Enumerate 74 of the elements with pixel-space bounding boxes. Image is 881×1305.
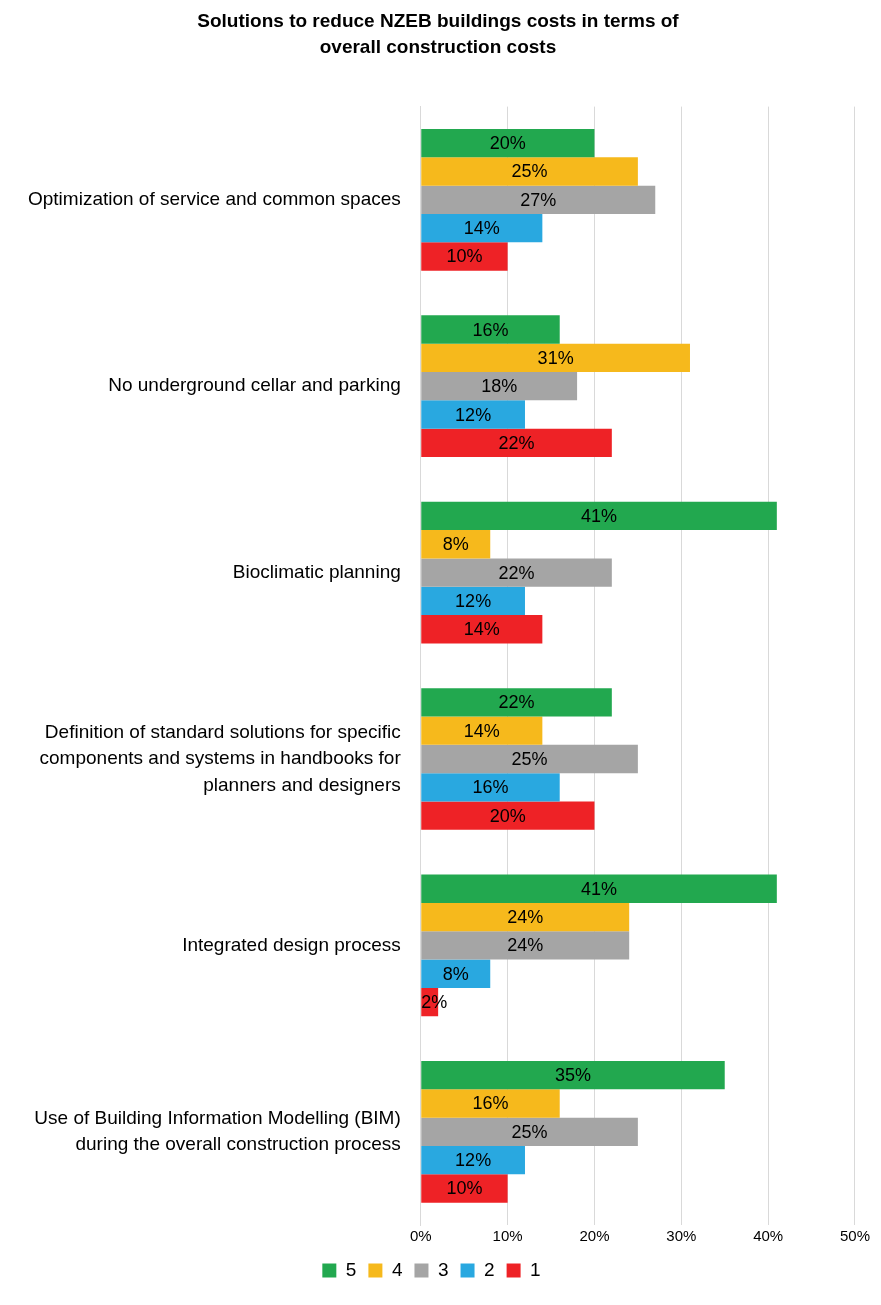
legend-label: 1 bbox=[530, 1258, 541, 1280]
data-label: 20% bbox=[489, 133, 526, 154]
bar bbox=[421, 1145, 525, 1175]
x-tick-label: 10% bbox=[492, 1227, 523, 1245]
bar bbox=[421, 615, 543, 644]
x-tick-label: 40% bbox=[753, 1227, 784, 1245]
bar bbox=[421, 128, 595, 158]
bar bbox=[421, 315, 560, 344]
data-label: 16% bbox=[472, 1093, 509, 1114]
x-tick-label: 0% bbox=[409, 1227, 432, 1245]
data-label: 25% bbox=[511, 161, 548, 182]
y-tick-label: Use of Building Information Modelling (BIM) during the overall construction process bbox=[34, 1106, 401, 1155]
data-label: 24% bbox=[507, 907, 544, 928]
data-label: 41% bbox=[581, 505, 618, 526]
data-label: 20% bbox=[489, 805, 526, 826]
bar bbox=[421, 242, 508, 271]
legend-label: 4 bbox=[391, 1258, 403, 1280]
data-label: 14% bbox=[463, 218, 500, 239]
bar bbox=[421, 1089, 560, 1118]
bar bbox=[421, 213, 543, 243]
x-tick-label: 50% bbox=[839, 1227, 870, 1245]
data-label: 22% bbox=[498, 692, 535, 713]
y-tick-label: No underground cellar and parking bbox=[108, 374, 401, 396]
bar bbox=[421, 558, 612, 587]
bar bbox=[421, 185, 656, 214]
bar bbox=[421, 428, 612, 458]
y-tick-label: Integrated design process bbox=[182, 933, 401, 955]
data-label: 35% bbox=[554, 1065, 592, 1086]
bar bbox=[421, 343, 690, 373]
bar bbox=[421, 688, 612, 717]
data-label: 12% bbox=[455, 404, 492, 425]
data-label: 14% bbox=[463, 619, 500, 640]
data-label: 41% bbox=[581, 878, 618, 899]
bar bbox=[421, 744, 638, 774]
y-tick-label: Definition of standard solutions for specific components and systems in handbooks for planners and designers bbox=[39, 720, 402, 795]
x-tick-label: 30% bbox=[666, 1227, 697, 1245]
chart-title: Solutions to reduce NZEB buildings costs in terms of overall construction costs bbox=[196, 9, 680, 59]
bar bbox=[421, 773, 560, 802]
y-tick-label: Bioclimatic planning bbox=[232, 560, 401, 582]
legend-label: 5 bbox=[345, 1258, 357, 1280]
data-label: 24% bbox=[507, 935, 544, 956]
data-label: 12% bbox=[455, 590, 492, 611]
bar bbox=[421, 372, 578, 401]
data-label: 10% bbox=[446, 1178, 483, 1199]
data-label: 27% bbox=[520, 189, 557, 210]
data-label: 25% bbox=[511, 1121, 548, 1142]
x-tick-label: 20% bbox=[579, 1227, 610, 1245]
bar bbox=[421, 586, 525, 616]
legend-label: 3 bbox=[437, 1258, 449, 1280]
data-label: 14% bbox=[463, 720, 500, 741]
data-label: 16% bbox=[472, 319, 509, 340]
data-label: 12% bbox=[455, 1150, 492, 1171]
legend-label: 2 bbox=[484, 1258, 495, 1280]
bar bbox=[421, 931, 630, 960]
data-label: 18% bbox=[481, 376, 518, 397]
y-tick-label: Optimization of service and common spaces bbox=[27, 188, 401, 210]
bar bbox=[421, 902, 630, 932]
data-label: 22% bbox=[498, 432, 535, 453]
bar bbox=[421, 874, 777, 903]
bar bbox=[421, 1060, 725, 1090]
bar bbox=[421, 801, 595, 830]
data-label: 10% bbox=[446, 246, 483, 267]
bar bbox=[421, 501, 777, 531]
data-label: 8% bbox=[442, 534, 469, 555]
data-label: 22% bbox=[498, 562, 535, 583]
data-label: 25% bbox=[511, 748, 548, 769]
data-label: 8% bbox=[442, 963, 469, 984]
bar bbox=[421, 1117, 638, 1146]
data-label: 16% bbox=[472, 777, 509, 798]
data-label: 31% bbox=[537, 347, 574, 368]
bar bbox=[421, 1174, 508, 1203]
bar bbox=[421, 716, 543, 745]
bar bbox=[421, 400, 525, 429]
bar bbox=[421, 157, 638, 186]
